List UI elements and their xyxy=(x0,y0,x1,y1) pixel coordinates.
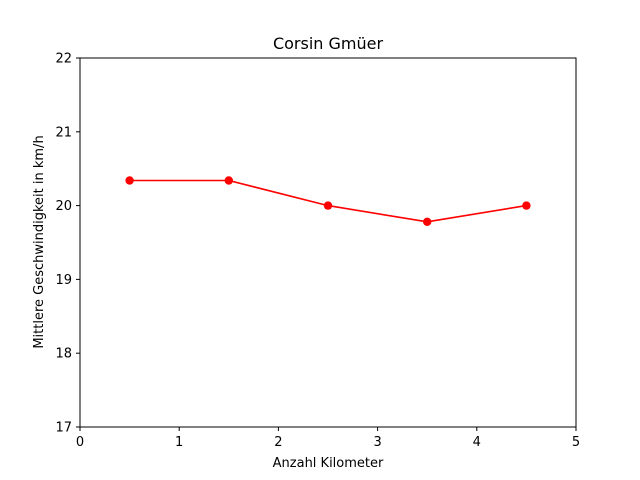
data-point xyxy=(125,176,134,185)
plot-area: 0 1 2 3 4 5 17 18 19 20 21 22 xyxy=(55,52,580,451)
data-point xyxy=(423,217,432,227)
y-tick-label: 20 xyxy=(55,199,72,214)
y-tick-label: 18 xyxy=(55,347,72,362)
plot-frame xyxy=(79,57,577,428)
data-point xyxy=(224,176,233,185)
data-point xyxy=(323,201,333,210)
x-axis-label: Anzahl Kilometer xyxy=(273,456,384,471)
series-line xyxy=(129,179,527,223)
y-tick-label: 22 xyxy=(55,52,72,67)
x-axis-ticks: 0 1 2 3 4 5 xyxy=(76,427,580,450)
x-tick-label: 4 xyxy=(473,435,481,450)
x-tick-label: 0 xyxy=(76,435,84,450)
x-tick-label: 5 xyxy=(572,435,580,450)
y-axis-label: Mittlere Geschwindigkeit in km/h xyxy=(32,135,47,348)
chart-title: Corsin Gmüer xyxy=(273,34,384,53)
y-axis-ticks: 17 18 19 20 21 22 xyxy=(55,52,80,436)
series-layer xyxy=(125,176,531,227)
x-tick-label: 2 xyxy=(274,435,282,450)
data-point xyxy=(522,201,531,210)
x-tick-label: 1 xyxy=(175,435,183,450)
y-tick-label: 19 xyxy=(55,273,72,288)
x-tick-label: 3 xyxy=(373,435,381,450)
y-tick-label: 17 xyxy=(55,421,72,436)
y-tick-label: 21 xyxy=(55,125,72,140)
